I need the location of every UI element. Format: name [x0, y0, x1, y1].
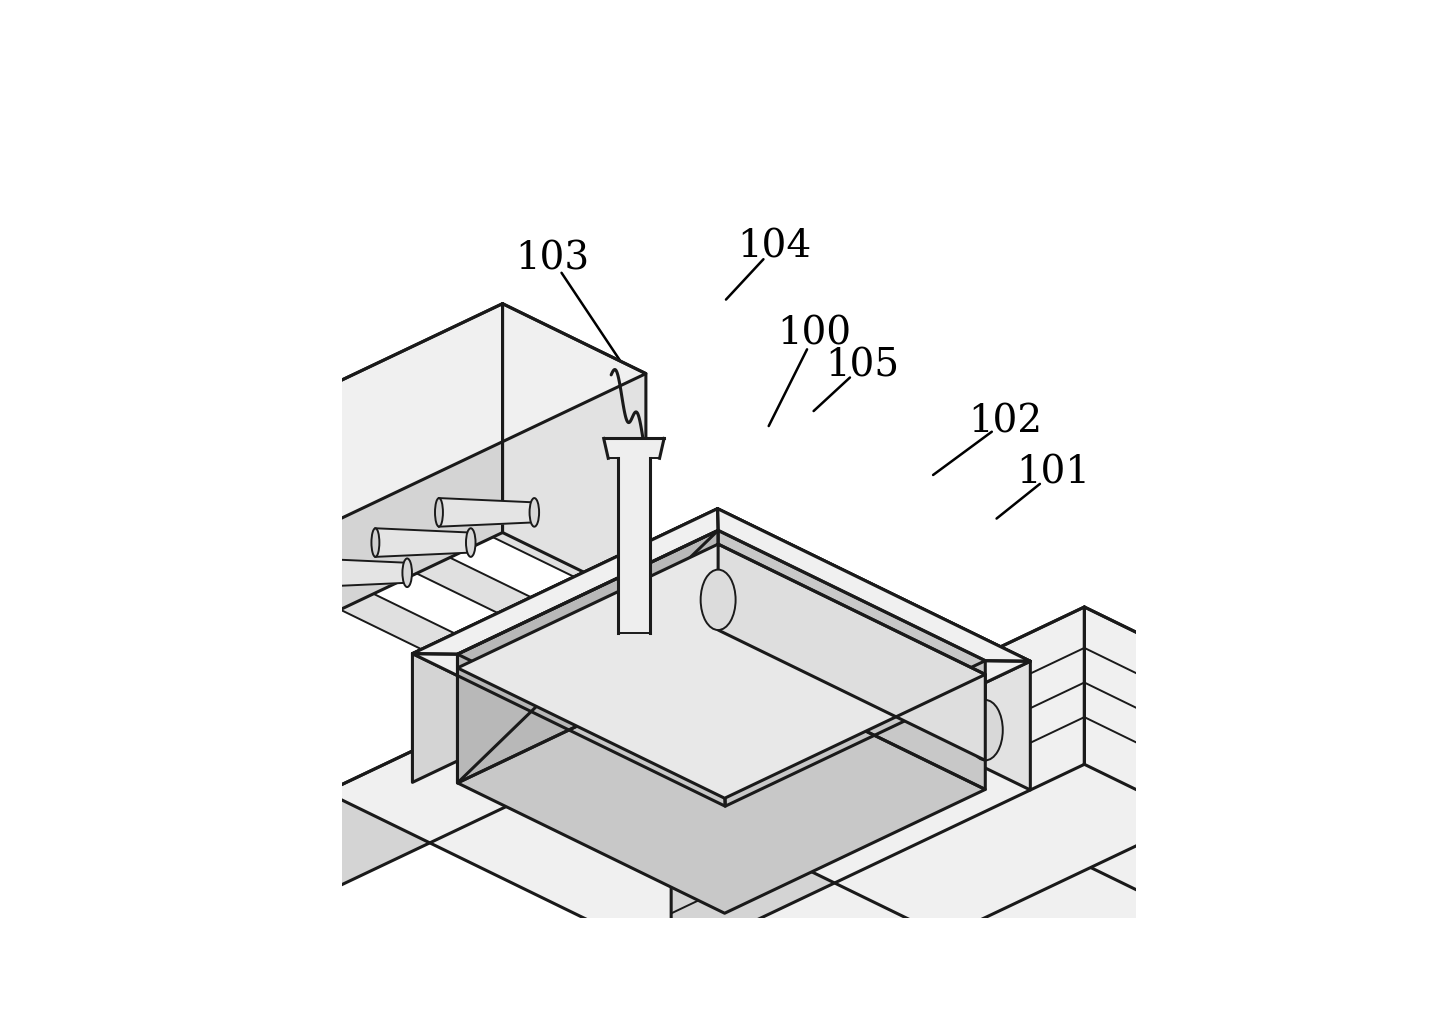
Polygon shape — [412, 509, 1031, 806]
Ellipse shape — [466, 528, 476, 557]
Polygon shape — [326, 595, 1358, 1032]
Polygon shape — [671, 607, 1084, 961]
Text: 102: 102 — [968, 404, 1043, 441]
Polygon shape — [718, 509, 1031, 662]
Polygon shape — [311, 558, 407, 587]
Polygon shape — [438, 498, 535, 526]
Text: 103: 103 — [515, 240, 590, 278]
Polygon shape — [457, 530, 718, 783]
Polygon shape — [457, 544, 985, 798]
Polygon shape — [412, 509, 718, 654]
Ellipse shape — [307, 558, 316, 587]
Polygon shape — [718, 544, 985, 761]
Polygon shape — [198, 303, 646, 518]
Polygon shape — [412, 653, 725, 806]
Polygon shape — [427, 473, 673, 625]
Ellipse shape — [529, 498, 539, 526]
Polygon shape — [326, 595, 740, 893]
Polygon shape — [198, 303, 503, 677]
Ellipse shape — [968, 700, 1002, 761]
Polygon shape — [457, 659, 985, 913]
Text: 101: 101 — [1017, 455, 1090, 492]
Text: 104: 104 — [738, 228, 812, 265]
Polygon shape — [274, 545, 522, 698]
Polygon shape — [725, 660, 1031, 806]
Ellipse shape — [435, 498, 443, 526]
Polygon shape — [503, 303, 646, 603]
Ellipse shape — [701, 570, 735, 630]
Polygon shape — [718, 530, 985, 789]
Text: 100: 100 — [777, 316, 852, 353]
Ellipse shape — [372, 528, 379, 557]
Polygon shape — [457, 530, 718, 783]
Polygon shape — [671, 607, 1358, 937]
Polygon shape — [412, 509, 718, 782]
Polygon shape — [375, 528, 470, 557]
Polygon shape — [740, 595, 1358, 998]
Polygon shape — [718, 509, 1031, 789]
Polygon shape — [604, 439, 665, 458]
Polygon shape — [619, 458, 650, 633]
Polygon shape — [350, 509, 597, 662]
Ellipse shape — [402, 558, 412, 587]
Polygon shape — [1084, 607, 1358, 898]
Text: 105: 105 — [825, 348, 900, 385]
